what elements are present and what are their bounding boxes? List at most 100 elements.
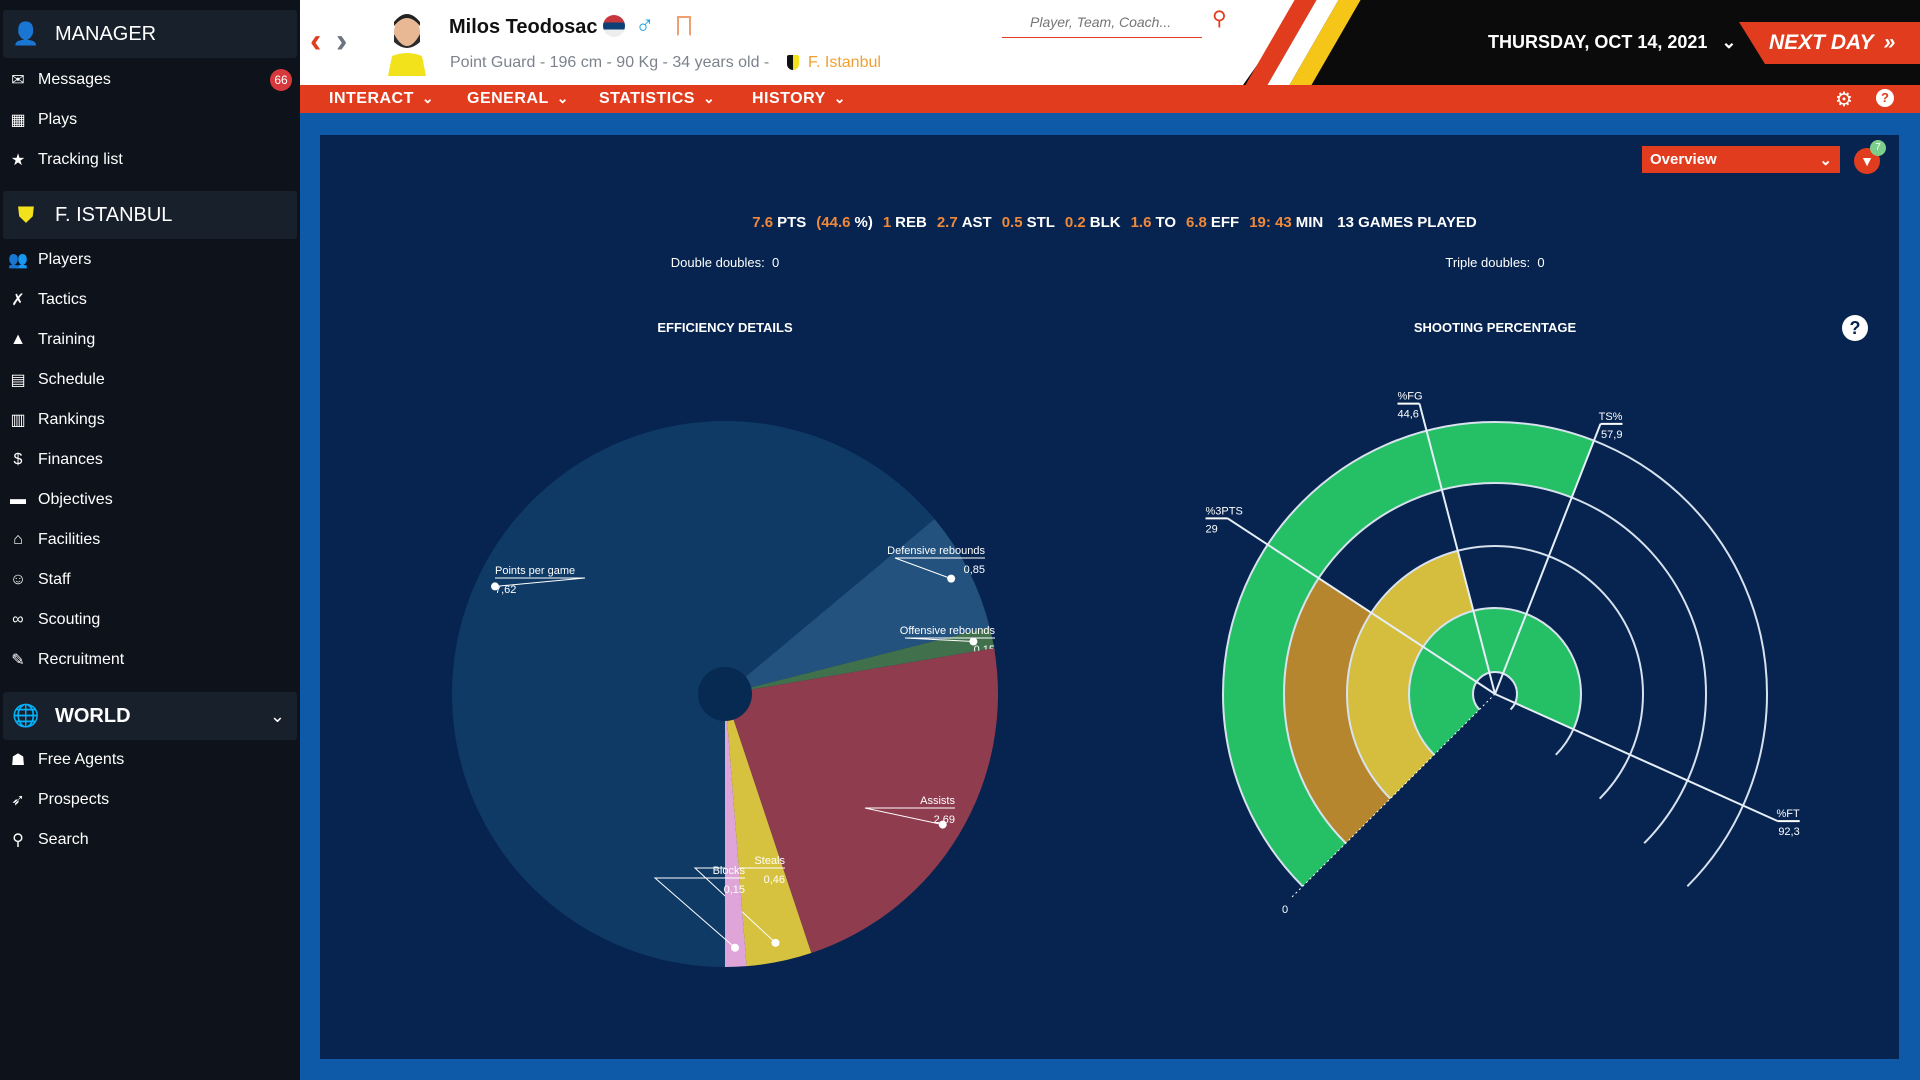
sidebar-item-label: Free Agents xyxy=(38,751,125,768)
pie-center xyxy=(698,667,752,721)
pie-slice xyxy=(725,694,812,967)
sidebar-section-team[interactable]: ⛊ F. ISTANBUL xyxy=(3,191,297,239)
globe-icon: 🌐 xyxy=(12,703,40,728)
sidebar-section-world[interactable]: 🌐 WORLD ⌄ xyxy=(3,692,297,740)
double-chevron-right-icon: » xyxy=(1883,31,1896,54)
sidebar-item-schedule[interactable]: ▤ Schedule xyxy=(0,360,300,400)
zero-axis xyxy=(1289,693,1496,900)
team-shield-icon: ⛊ xyxy=(17,202,35,227)
sidebar-item-prospects[interactable]: ➶ Prospects xyxy=(0,780,300,820)
stat-value: 0.5 xyxy=(1001,214,1023,231)
value-line xyxy=(1494,423,1602,695)
tab-general[interactable]: GENERAL ⌄ xyxy=(467,90,569,108)
stat-value: 0.2 xyxy=(1064,214,1086,231)
sidebar-item-staff[interactable]: ☺ Staff xyxy=(0,560,300,600)
stat-label: REB xyxy=(895,214,927,231)
stat-label: EFF xyxy=(1210,214,1240,231)
sidebar-item-rankings[interactable]: ▥ Rankings xyxy=(0,400,300,440)
date-selector[interactable]: THURSDAY, OCT 14, 2021 ⌄ xyxy=(1488,32,1737,53)
unread-badge: 66 xyxy=(270,69,292,91)
inbox-icon: ✉ xyxy=(11,72,25,89)
player-info: Point Guard - 196 cm - 90 Kg - 34 years … xyxy=(450,54,770,71)
sidebar-item-label: Recruitment xyxy=(38,651,125,668)
leader-line xyxy=(653,877,745,949)
shooting-title: SHOOTING PERCENTAGE xyxy=(1413,320,1577,335)
settings-gear-icon[interactable]: ⚙ xyxy=(1835,89,1853,111)
tab-history[interactable]: HISTORY ⌄ xyxy=(752,90,846,108)
sidebar-item-recruitment[interactable]: ✎ Recruitment xyxy=(0,640,300,680)
slice-value: 2,69 xyxy=(934,814,955,826)
filter-icon: ▼ xyxy=(1860,153,1874,169)
chevron-down-icon: ⌄ xyxy=(833,90,846,106)
sidebar-section-title: F. ISTANBUL xyxy=(55,203,173,226)
stat-value: 19: 43 xyxy=(1249,214,1292,231)
sidebar-item-messages[interactable]: ✉ Messages 66 xyxy=(0,60,300,100)
sidebar-item-search[interactable]: ⚲ Search xyxy=(0,820,300,860)
stat-label: STL xyxy=(1026,214,1055,231)
sidebar-item-label: Scouting xyxy=(38,611,101,628)
tab-label: STATISTICS xyxy=(599,90,695,107)
double-doubles: Double doubles: 0 xyxy=(670,255,780,270)
stat-label: AST xyxy=(961,214,992,231)
tab-interact[interactable]: INTERACT ⌄ xyxy=(329,90,434,108)
radial-track xyxy=(1472,671,1518,711)
statistics-panel: Overview ⌄ ▼ 7 7.6 PTS (44.6%) 1 REB 2.7 AST 0.5… xyxy=(320,135,1899,1059)
slice-label: Offensive rebounds xyxy=(900,625,996,637)
sidebar-item-tactics[interactable]: ✗ Tactics xyxy=(0,280,300,320)
briefcase-icon: ▬ xyxy=(10,491,26,508)
next-day-label: NEXT DAY xyxy=(1769,31,1874,54)
sidebar-section-title: MANAGER xyxy=(55,22,157,45)
chevron-down-icon[interactable]: ⌄ xyxy=(269,705,285,726)
rocket-icon: ➶ xyxy=(11,792,25,809)
sidebar-section-manager[interactable]: 👤 MANAGER xyxy=(3,10,297,58)
chevron-down-icon: ⌄ xyxy=(702,90,716,106)
charts-canvas: Points per game 7,62 Defensive rebounds 0,8… xyxy=(452,391,1801,967)
search-icon[interactable]: ⚲ xyxy=(1212,8,1227,30)
forward-arrow-button[interactable]: › xyxy=(336,22,348,60)
sidebar-item-scouting[interactable]: ∞ Scouting xyxy=(0,600,300,640)
stat-label: PTS xyxy=(777,214,807,231)
team-link[interactable]: F. Istanbul xyxy=(808,54,881,71)
back-arrow-button[interactable]: ‹ xyxy=(310,22,322,60)
stat-label: TO xyxy=(1155,214,1177,231)
chevron-down-icon: ⌄ xyxy=(421,90,435,106)
sidebar-item-label: Tactics xyxy=(38,291,87,308)
free-agent-icon: ☗ xyxy=(10,752,26,769)
tab-statistics[interactable]: STATISTICS ⌄ xyxy=(599,90,715,108)
next-day-button[interactable]: NEXT DAY » xyxy=(1739,22,1920,64)
bookmark-icon[interactable] xyxy=(677,16,691,36)
sidebar-item-training[interactable]: ▲ Training xyxy=(0,320,300,360)
sidebar-item-plays[interactable]: ▦ Plays xyxy=(0,100,300,140)
chart-help-icon[interactable]: ? xyxy=(1842,315,1868,341)
stat-label: BLK xyxy=(1089,214,1121,231)
search-icon: ⚲ xyxy=(12,832,24,849)
slice-label: Defensive rebounds xyxy=(887,545,985,557)
efficiency-title: EFFICIENCY DETAILS xyxy=(657,320,793,335)
sidebar-item-free-agents[interactable]: ☗ Free Agents xyxy=(0,740,300,780)
player-name: Milos Teodosac xyxy=(449,16,598,38)
series-label: %3PTS xyxy=(1206,505,1243,517)
series-value: 44,6 xyxy=(1397,409,1418,421)
cone-icon: ▲ xyxy=(10,331,26,348)
sidebar-item-finances[interactable]: $ Finances xyxy=(0,440,300,480)
stat-label: %) xyxy=(854,214,873,231)
sidebar-item-facilities[interactable]: ⌂ Facilities xyxy=(0,520,300,560)
search-input[interactable] xyxy=(1002,6,1202,38)
stat-value: (44.6 xyxy=(816,214,851,231)
nav-bar: INTERACT ⌄ GENERAL ⌄ STATISTICS ⌄ HISTORY ⌄ xyxy=(300,85,1920,113)
help-icon[interactable]: ? xyxy=(1876,89,1894,107)
leader-line xyxy=(864,807,955,826)
view-select[interactable]: Overview ⌄ xyxy=(1642,146,1840,173)
stat-value: 1.6 xyxy=(1130,214,1152,231)
sidebar-item-objectives[interactable]: ▬ Objectives xyxy=(0,480,300,520)
filter-button[interactable]: ▼ xyxy=(1854,148,1880,174)
contract-icon: ✎ xyxy=(11,652,25,669)
sidebar-item-players[interactable]: 👥 Players xyxy=(0,240,300,280)
sidebar-item-tracking-list[interactable]: ★ Tracking list xyxy=(0,140,300,180)
sidebar: 👤 MANAGER ✉ Messages 66 ▦ Plays ★ Tracking list ⛊… xyxy=(0,0,300,1080)
tab-label: INTERACT xyxy=(329,90,414,107)
pie-slice xyxy=(725,694,747,967)
slice-value: 0,85 xyxy=(964,564,985,576)
sidebar-item-label: Staff xyxy=(38,571,71,588)
series-label: %FT xyxy=(1777,808,1801,820)
